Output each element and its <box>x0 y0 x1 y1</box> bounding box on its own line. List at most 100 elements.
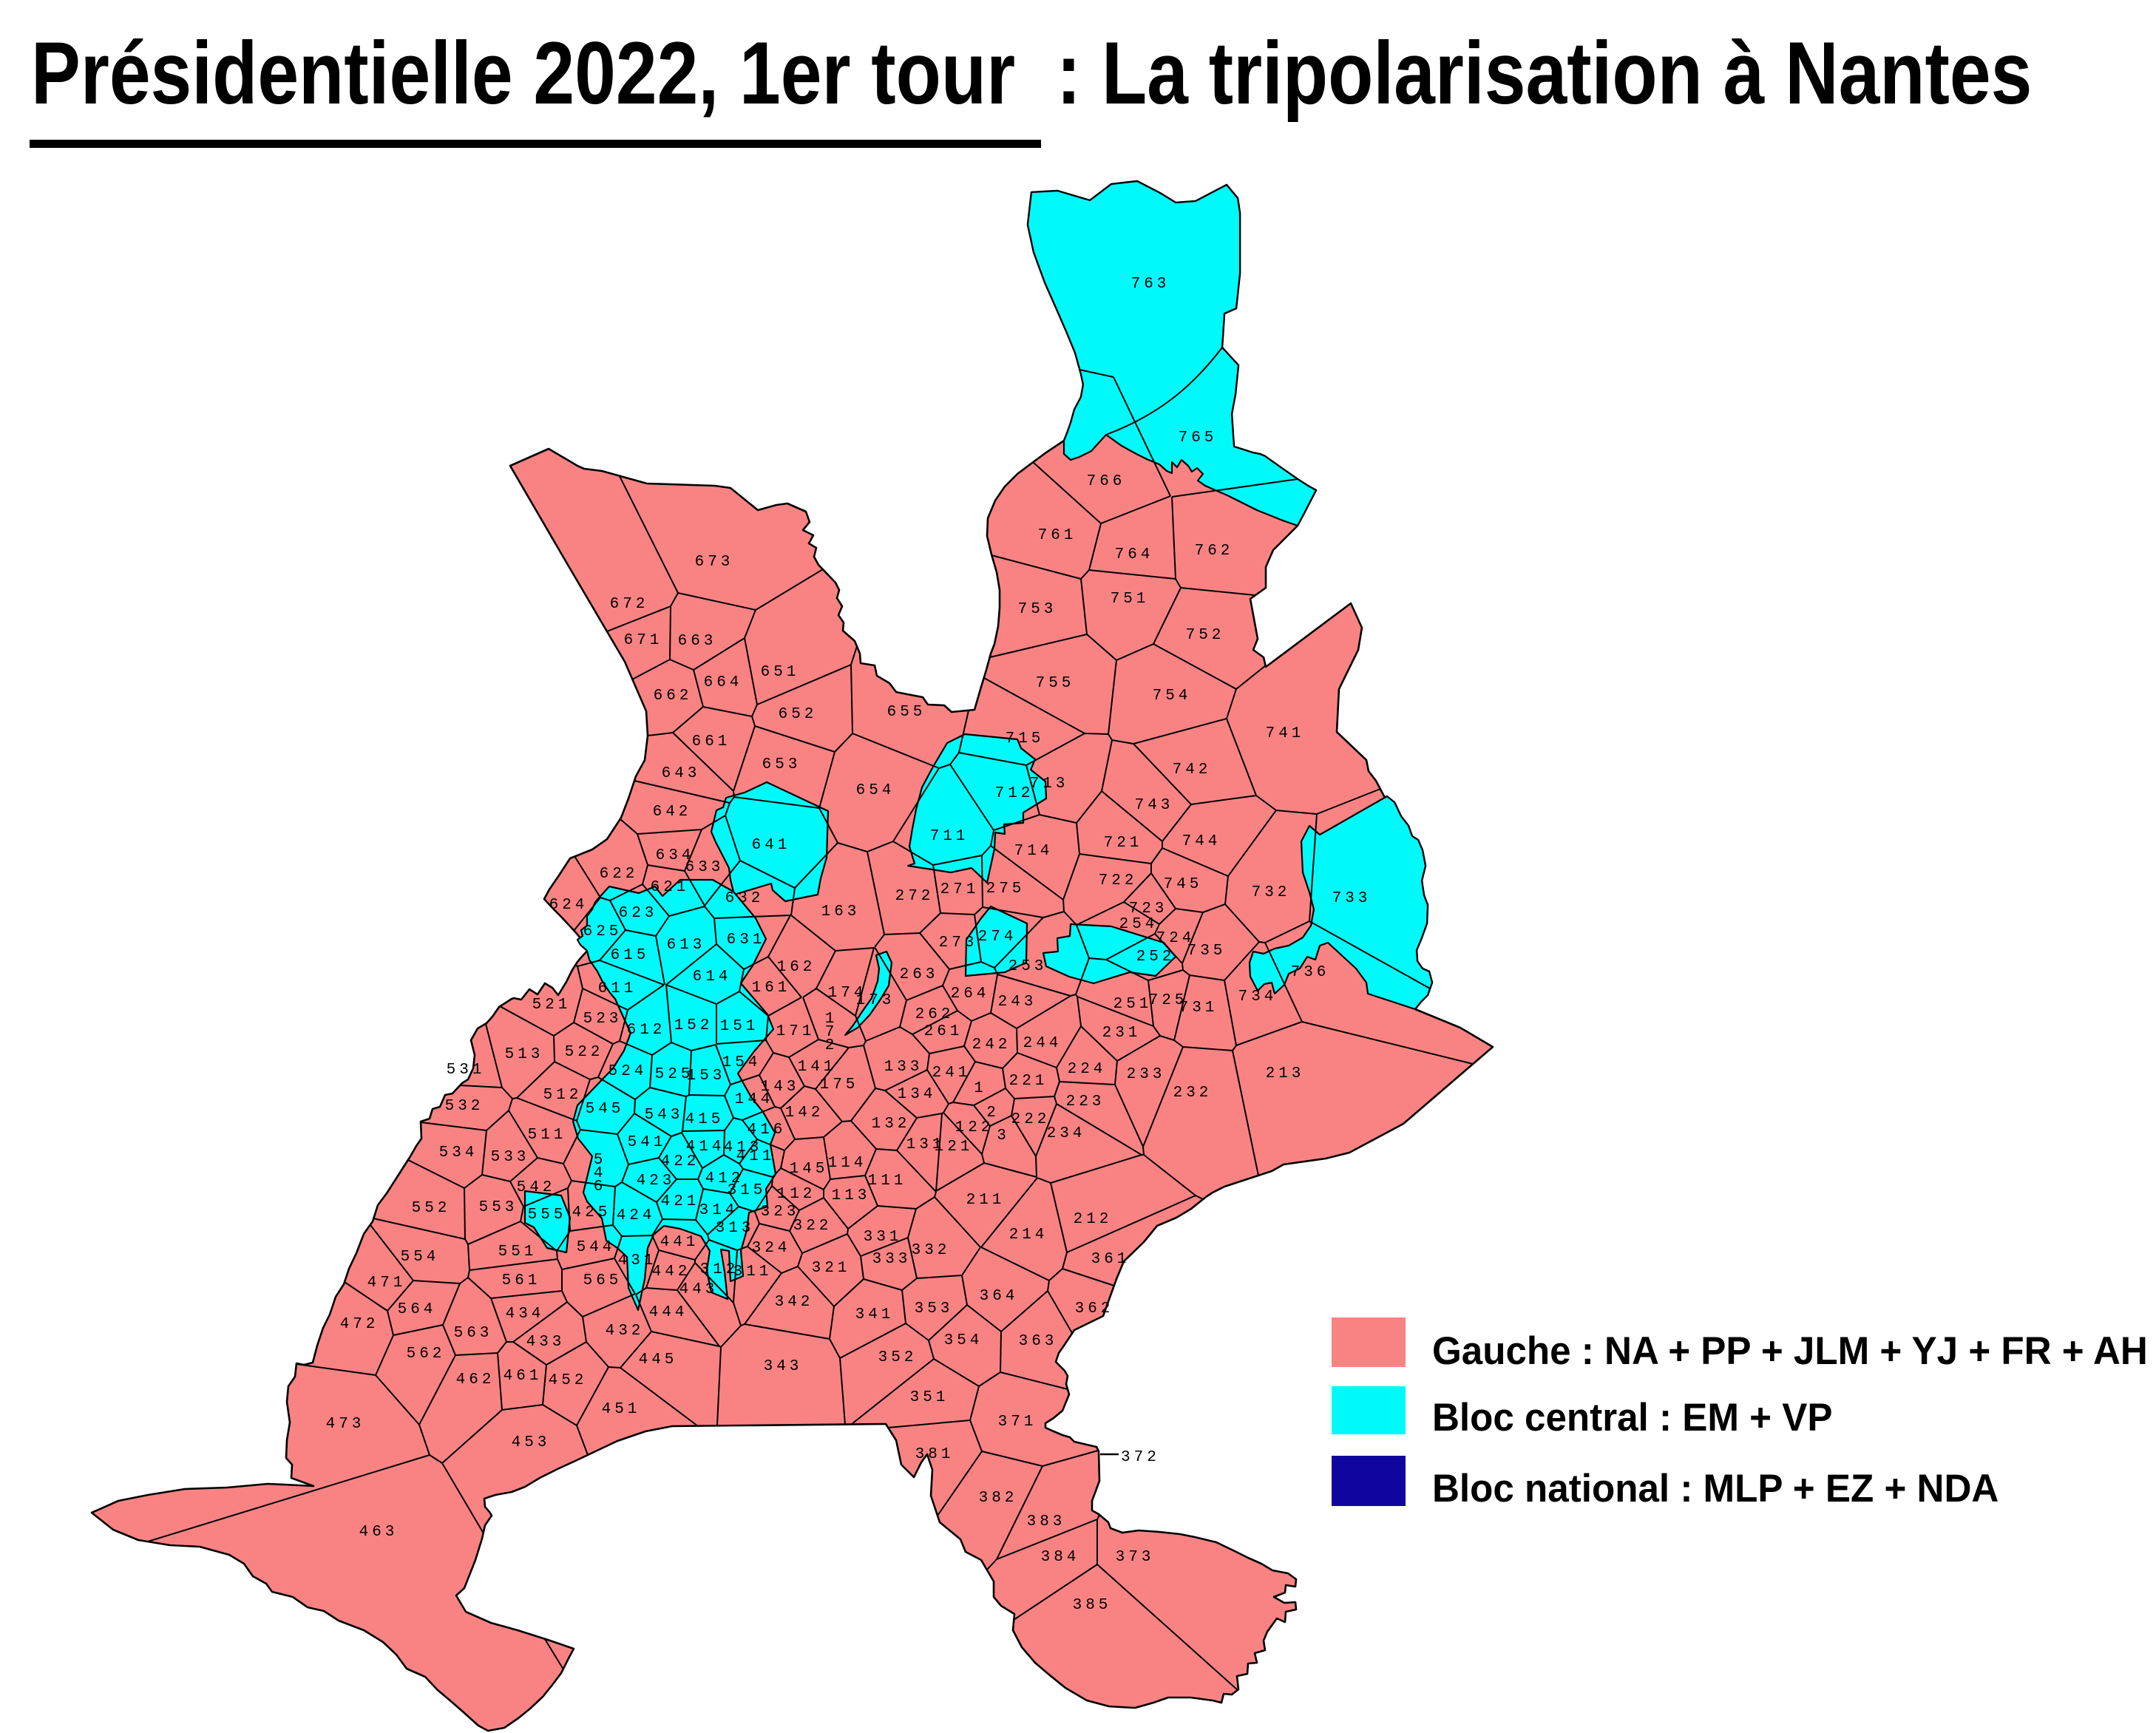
svg-text:3: 3 <box>997 1127 1010 1144</box>
svg-text:543: 543 <box>645 1107 684 1124</box>
svg-text:383: 383 <box>1027 1513 1066 1530</box>
svg-text:263: 263 <box>900 966 939 983</box>
svg-text:224: 224 <box>1068 1061 1107 1078</box>
svg-text:761: 761 <box>1038 527 1077 544</box>
svg-text:333: 333 <box>872 1251 912 1268</box>
svg-text:621: 621 <box>651 879 690 896</box>
svg-text:555: 555 <box>528 1207 567 1224</box>
svg-text:6: 6 <box>594 1178 603 1196</box>
svg-text:643: 643 <box>662 765 701 782</box>
svg-text:744: 744 <box>1182 833 1221 850</box>
svg-text:611: 611 <box>598 980 637 997</box>
svg-text:112: 112 <box>777 1186 816 1203</box>
svg-text:732: 732 <box>1252 884 1291 901</box>
svg-text:712: 712 <box>995 785 1034 802</box>
svg-text:565: 565 <box>583 1272 623 1289</box>
svg-text:523: 523 <box>583 1011 623 1028</box>
svg-text:422: 422 <box>661 1153 700 1170</box>
svg-text:755: 755 <box>1036 675 1075 692</box>
svg-text:244: 244 <box>1023 1035 1062 1052</box>
svg-text:352: 352 <box>878 1349 918 1366</box>
svg-text:314: 314 <box>699 1202 739 1219</box>
svg-text:173: 173 <box>856 992 895 1009</box>
svg-text:452: 452 <box>549 1372 588 1389</box>
svg-text:753: 753 <box>1018 601 1057 618</box>
svg-text:271: 271 <box>940 881 980 898</box>
svg-text:542: 542 <box>517 1179 556 1196</box>
svg-text:532: 532 <box>445 1098 484 1115</box>
svg-text:634: 634 <box>656 847 695 864</box>
svg-text:413: 413 <box>724 1139 763 1156</box>
svg-text:444: 444 <box>649 1304 688 1321</box>
svg-text:633: 633 <box>685 859 725 876</box>
svg-text:711: 711 <box>930 828 969 845</box>
svg-text:462: 462 <box>456 1371 495 1388</box>
svg-text:134: 134 <box>898 1086 937 1103</box>
svg-text:415: 415 <box>685 1111 725 1128</box>
svg-text:211: 211 <box>966 1192 1006 1209</box>
svg-text:424: 424 <box>617 1207 656 1224</box>
svg-text:153: 153 <box>687 1068 726 1085</box>
svg-text:554: 554 <box>401 1249 440 1266</box>
svg-text:264: 264 <box>951 986 990 1003</box>
svg-text:161: 161 <box>752 980 791 997</box>
svg-text:673: 673 <box>695 554 734 571</box>
svg-text:433: 433 <box>526 1334 566 1351</box>
svg-text:741: 741 <box>1266 725 1305 742</box>
svg-text:252: 252 <box>1136 949 1176 966</box>
svg-text:4: 4 <box>594 1165 603 1182</box>
svg-text:431: 431 <box>618 1252 657 1269</box>
svg-text:142: 142 <box>785 1105 824 1122</box>
svg-text:654: 654 <box>856 782 895 799</box>
svg-text:133: 133 <box>884 1059 923 1076</box>
svg-text:453: 453 <box>512 1434 551 1451</box>
svg-text:382: 382 <box>979 1490 1018 1507</box>
svg-text:661: 661 <box>692 733 731 750</box>
svg-text:765: 765 <box>1179 430 1218 447</box>
svg-text:525: 525 <box>655 1066 694 1083</box>
svg-text:143: 143 <box>761 1079 800 1096</box>
svg-text:163: 163 <box>821 903 861 920</box>
svg-text:372: 372 <box>1121 1449 1160 1466</box>
svg-text:734: 734 <box>1238 988 1278 1005</box>
svg-text:471: 471 <box>367 1275 407 1292</box>
svg-text:262: 262 <box>915 1006 955 1023</box>
svg-text:412: 412 <box>705 1170 745 1187</box>
svg-text:613: 613 <box>667 937 706 954</box>
svg-text:752: 752 <box>1186 627 1225 644</box>
svg-text:434: 434 <box>506 1306 545 1323</box>
svg-text:531: 531 <box>447 1062 486 1079</box>
svg-text:725: 725 <box>1149 992 1188 1009</box>
svg-text:251: 251 <box>1113 996 1153 1013</box>
svg-text:324: 324 <box>752 1240 791 1257</box>
svg-text:614: 614 <box>693 969 732 986</box>
svg-text:443: 443 <box>679 1281 719 1298</box>
svg-text:111: 111 <box>868 1173 907 1190</box>
svg-text:221: 221 <box>1009 1073 1048 1090</box>
svg-text:442: 442 <box>652 1264 691 1281</box>
svg-text:671: 671 <box>624 632 663 649</box>
svg-text:562: 562 <box>407 1346 446 1363</box>
svg-text:533: 533 <box>491 1149 530 1166</box>
svg-text:663: 663 <box>678 633 717 650</box>
svg-text:144: 144 <box>735 1091 774 1108</box>
svg-text:664: 664 <box>704 674 743 691</box>
svg-text:743: 743 <box>1135 797 1174 814</box>
svg-text:154: 154 <box>722 1054 762 1071</box>
svg-text:723: 723 <box>1129 901 1168 918</box>
svg-text:655: 655 <box>887 704 926 721</box>
svg-text:715: 715 <box>1006 730 1045 747</box>
svg-text:414: 414 <box>686 1139 725 1156</box>
svg-text:423: 423 <box>637 1173 676 1190</box>
svg-text:552: 552 <box>412 1200 451 1217</box>
svg-text:763: 763 <box>1131 276 1170 293</box>
svg-text:751: 751 <box>1111 591 1150 608</box>
svg-text:162: 162 <box>777 959 816 976</box>
svg-text:522: 522 <box>565 1044 604 1061</box>
svg-text:451: 451 <box>602 1401 641 1418</box>
svg-text:735: 735 <box>1187 943 1227 960</box>
svg-text:731: 731 <box>1179 1000 1218 1017</box>
svg-text:722: 722 <box>1099 872 1138 889</box>
svg-text:381: 381 <box>915 1446 955 1463</box>
svg-text:612: 612 <box>627 1022 666 1039</box>
